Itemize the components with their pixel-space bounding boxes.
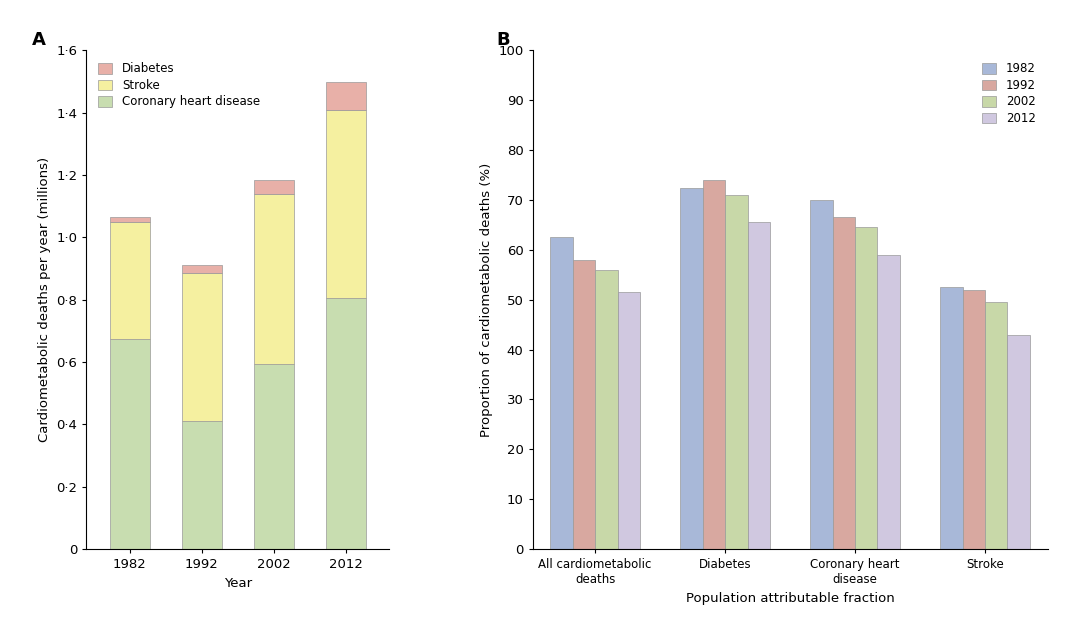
Bar <box>962 290 985 549</box>
Bar <box>254 194 294 363</box>
Bar <box>183 422 221 549</box>
Bar <box>110 222 149 339</box>
Legend: 1982, 1992, 2002, 2012: 1982, 1992, 2002, 2012 <box>976 56 1042 131</box>
Bar <box>703 180 725 549</box>
Legend: Diabetes, Stroke, Coronary heart disease: Diabetes, Stroke, Coronary heart disease <box>92 56 266 114</box>
Text: B: B <box>497 30 510 49</box>
Bar <box>110 217 149 222</box>
Y-axis label: Proportion of cardiometabolic deaths (%): Proportion of cardiometabolic deaths (%) <box>480 163 492 437</box>
Bar <box>550 237 572 549</box>
Bar <box>110 339 149 549</box>
Bar <box>855 227 877 549</box>
Bar <box>254 363 294 549</box>
Bar <box>833 218 855 549</box>
X-axis label: Population attributable fraction: Population attributable fraction <box>686 591 894 604</box>
Bar <box>877 255 900 549</box>
Bar <box>572 260 595 549</box>
Bar <box>747 223 770 549</box>
Bar <box>680 187 703 549</box>
Bar <box>326 298 366 549</box>
Bar <box>254 180 294 194</box>
Bar <box>595 270 618 549</box>
Bar <box>725 195 747 549</box>
Bar <box>940 287 962 549</box>
Text: A: A <box>32 30 45 49</box>
Bar <box>1008 334 1030 549</box>
Bar <box>985 302 1008 549</box>
Bar <box>326 110 366 298</box>
Bar <box>326 81 366 110</box>
Bar <box>183 273 221 422</box>
Bar <box>618 292 640 549</box>
X-axis label: Year: Year <box>224 577 252 589</box>
Y-axis label: Cardiometabolic deaths per year (millions): Cardiometabolic deaths per year (million… <box>38 157 51 442</box>
Bar <box>810 200 833 549</box>
Bar <box>183 266 221 273</box>
